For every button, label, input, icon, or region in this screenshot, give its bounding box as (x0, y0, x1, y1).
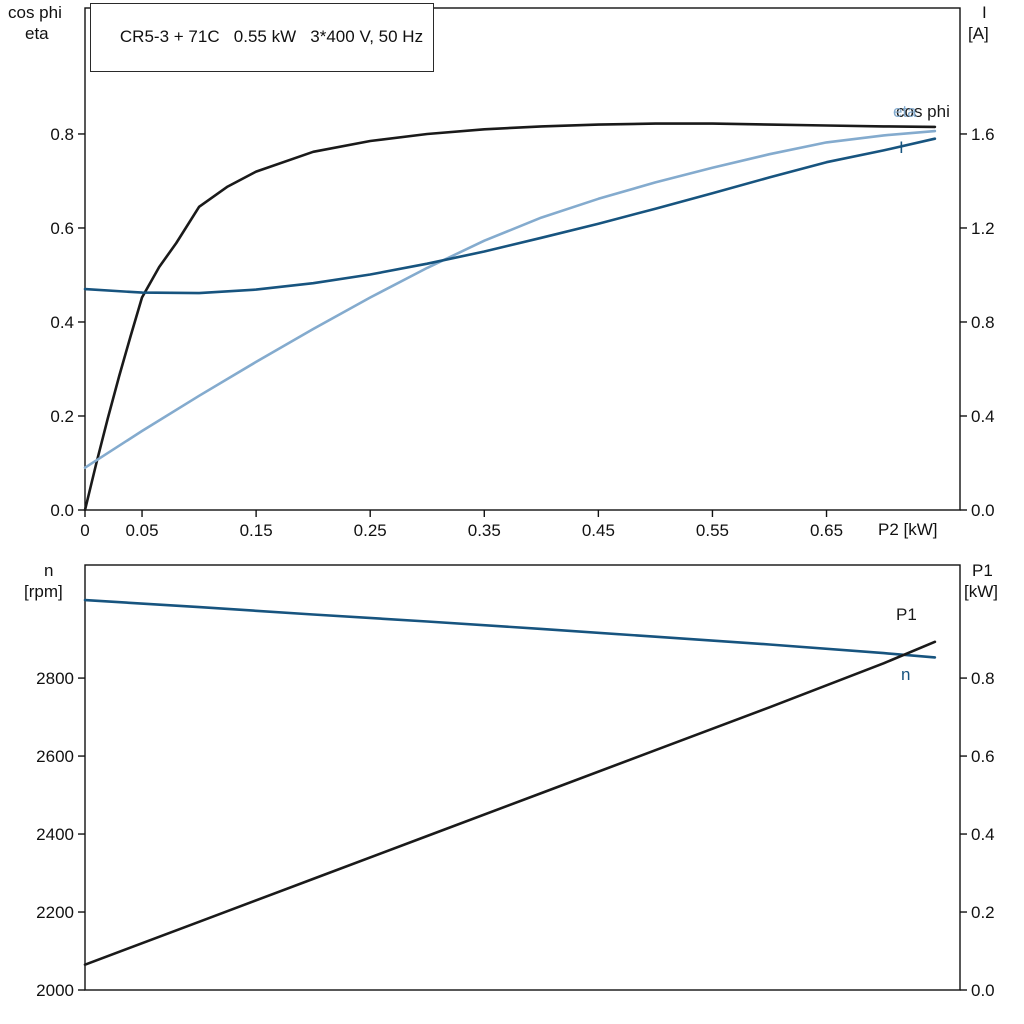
y-left-tick-label: 2000 (36, 981, 74, 1000)
curve-eta (83, 129, 937, 469)
curve-label-p1: P1 (896, 605, 917, 624)
x-tick-label: 0.55 (696, 521, 729, 540)
x-tick-label: 0.25 (354, 521, 387, 540)
plot-border (84, 7, 961, 511)
y-right-tick-label: 0.4 (971, 825, 995, 844)
x-tick-label: 0.45 (582, 521, 615, 540)
y-right-tick-label: 0.4 (971, 407, 995, 426)
x-tick-label: 0.15 (240, 521, 273, 540)
curve-label-current: I (899, 138, 904, 157)
curve-n (83, 598, 937, 659)
y-left-tick-label: 2400 (36, 825, 74, 844)
curve-label-n: n (901, 665, 911, 684)
x-tick-label: 0.65 (810, 521, 843, 540)
y-right-tick-label: 0.2 (971, 903, 995, 922)
curve-cos-phi (83, 122, 937, 512)
curve-label-cos-phi: cos phi (896, 102, 950, 121)
y-right-tick-label: 0.0 (971, 501, 995, 520)
y-left-tick-label: 0.8 (50, 125, 74, 144)
x-tick-label: 0.35 (468, 521, 501, 540)
plot-border (84, 564, 961, 991)
bottom-right-axis-title-line2: [kW] (964, 582, 998, 601)
x-axis-title: P2 [kW] (878, 520, 938, 539)
y-right-tick-label: 0.0 (971, 981, 995, 1000)
y-left-tick-label: 0.2 (50, 407, 74, 426)
y-left-tick-label: 2200 (36, 903, 74, 922)
y-right-tick-label: 1.2 (971, 219, 995, 238)
x-tick-label: 0 (80, 521, 89, 540)
y-right-tick-label: 1.6 (971, 125, 995, 144)
chart-title: CR5-3 + 71C 0.55 kW 3*400 V, 50 Hz (119, 27, 424, 46)
bottom-right-axis-title-line1: P1 (972, 561, 993, 580)
y-right-tick-label: 0.6 (971, 747, 995, 766)
y-left-tick-label: 0.0 (50, 501, 74, 520)
top-right-axis-title-line2: [A] (968, 24, 989, 43)
y-left-tick-label: 2800 (36, 669, 74, 688)
curve-I (83, 137, 937, 295)
bottom-left-axis-title-line1: n (44, 561, 54, 580)
bottom-left-axis-title-line2: [rpm] (24, 582, 63, 601)
y-right-tick-label: 0.8 (971, 313, 995, 332)
curve-label-eta: eta (893, 102, 917, 121)
y-left-tick-label: 0.4 (50, 313, 74, 332)
top-right-axis-title-line1: I (982, 3, 987, 22)
y-left-tick-label: 2600 (36, 747, 74, 766)
top-left-axis-title-line2: eta (25, 24, 49, 43)
chart-title-box: CR5-3 + 71C 0.55 kW 3*400 V, 50 Hz (90, 3, 435, 72)
top-left-axis-title-line1: cos phi (8, 3, 62, 22)
y-left-tick-label: 0.6 (50, 219, 74, 238)
y-right-tick-label: 0.8 (971, 669, 995, 688)
curve-P1 (83, 640, 937, 966)
x-tick-label: 0.05 (125, 521, 158, 540)
